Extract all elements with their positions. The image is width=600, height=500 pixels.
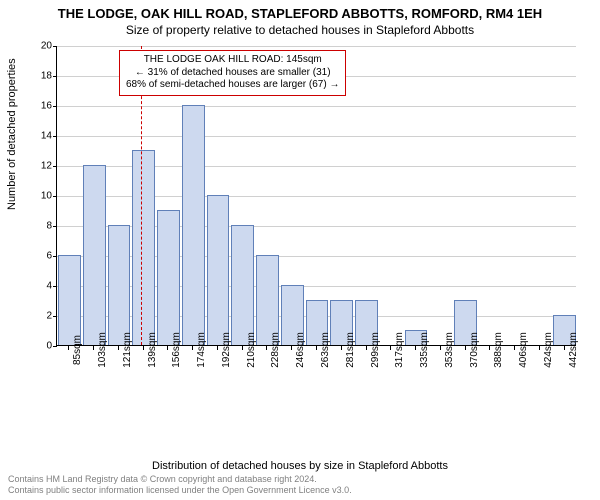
ytick-label: 12 [28,161,52,172]
xtick-mark [266,346,267,350]
ytick-label: 6 [28,251,52,262]
ytick-mark [53,286,57,287]
ytick-label: 16 [28,101,52,112]
xtick-mark [539,346,540,350]
chart-area: THE LODGE OAK HILL ROAD: 145sqm← 31% of … [56,46,576,386]
xtick-mark [93,346,94,350]
ytick-label: 14 [28,131,52,142]
ytick-mark [53,226,57,227]
xtick-mark [465,346,466,350]
ytick-label: 18 [28,71,52,82]
ytick-mark [53,46,57,47]
xtick-label: 192sqm [221,332,232,368]
xtick-label: 406sqm [518,332,529,368]
ytick-mark [53,136,57,137]
xtick-label: 210sqm [246,332,257,368]
annotation-line: ← 31% of detached houses are smaller (31… [126,67,339,80]
ytick-label: 0 [28,341,52,352]
histogram-bar [157,210,180,345]
annotation-callout: THE LODGE OAK HILL ROAD: 145sqm← 31% of … [119,50,346,96]
xtick-label: 156sqm [171,332,182,368]
xtick-label: 424sqm [543,332,554,368]
histogram-bar [207,195,230,345]
xtick-mark [68,346,69,350]
chart-title-sub: Size of property relative to detached ho… [0,21,600,37]
gridline [57,46,576,47]
xtick-mark [118,346,119,350]
xtick-label: 335sqm [419,332,430,368]
footer-line-1: Contains HM Land Registry data © Crown c… [8,474,352,485]
ytick-mark [53,316,57,317]
xtick-label: 370sqm [469,332,480,368]
histogram-bar [58,255,81,345]
gridline [57,106,576,107]
xtick-label: 85sqm [72,335,83,365]
ytick-mark [53,166,57,167]
xtick-label: 121sqm [122,332,133,368]
chart-title-main: THE LODGE, OAK HILL ROAD, STAPLEFORD ABB… [0,0,600,21]
ytick-label: 20 [28,41,52,52]
xtick-label: 388sqm [493,332,504,368]
ytick-mark [53,106,57,107]
xtick-label: 139sqm [147,332,158,368]
xtick-label: 317sqm [394,332,405,368]
histogram-bar [132,150,155,345]
xtick-mark [440,346,441,350]
annotation-line: THE LODGE OAK HILL ROAD: 145sqm [126,54,339,67]
ytick-label: 8 [28,221,52,232]
xtick-label: 299sqm [370,332,381,368]
ytick-label: 2 [28,311,52,322]
xtick-mark [564,346,565,350]
histogram-bar [231,225,254,345]
xtick-mark [217,346,218,350]
xtick-mark [242,346,243,350]
xtick-mark [390,346,391,350]
histogram-bar [182,105,205,345]
xtick-label: 103sqm [97,332,108,368]
footer-attribution: Contains HM Land Registry data © Crown c… [8,474,352,496]
xtick-mark [415,346,416,350]
y-axis-label: Number of detached properties [6,58,18,210]
xtick-mark [291,346,292,350]
xtick-label: 174sqm [196,332,207,368]
xtick-mark [489,346,490,350]
xtick-label: 442sqm [568,332,579,368]
xtick-label: 228sqm [270,332,281,368]
x-axis-label: Distribution of detached houses by size … [0,460,600,472]
xtick-mark [341,346,342,350]
xtick-mark [143,346,144,350]
ytick-label: 4 [28,281,52,292]
histogram-bar [83,165,106,345]
ytick-mark [53,196,57,197]
footer-line-2: Contains public sector information licen… [8,485,352,496]
xtick-mark [167,346,168,350]
ytick-label: 10 [28,191,52,202]
xtick-label: 246sqm [295,332,306,368]
histogram-bar [108,225,131,345]
xtick-mark [514,346,515,350]
xtick-mark [192,346,193,350]
ytick-mark [53,256,57,257]
ytick-mark [53,76,57,77]
plot-region: THE LODGE OAK HILL ROAD: 145sqm← 31% of … [56,46,576,346]
gridline [57,136,576,137]
xtick-mark [316,346,317,350]
xtick-label: 281sqm [345,332,356,368]
annotation-line: 68% of semi-detached houses are larger (… [126,79,339,92]
xtick-mark [366,346,367,350]
ytick-mark [53,346,57,347]
xtick-label: 353sqm [444,332,455,368]
xtick-label: 263sqm [320,332,331,368]
